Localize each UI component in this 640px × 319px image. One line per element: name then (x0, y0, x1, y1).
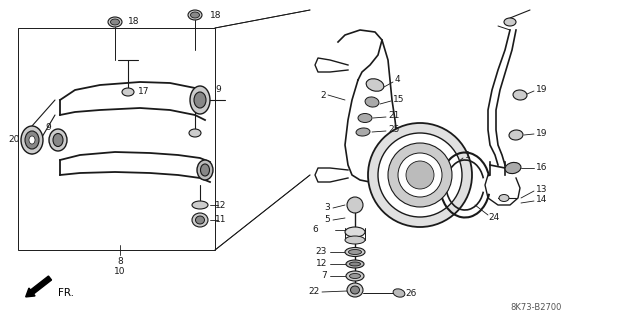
Circle shape (368, 123, 472, 227)
Text: 4: 4 (395, 76, 401, 85)
Text: 8: 8 (117, 257, 123, 266)
Text: 23: 23 (316, 248, 327, 256)
Text: 20: 20 (8, 136, 19, 145)
Ellipse shape (356, 128, 370, 136)
Ellipse shape (349, 262, 360, 266)
Ellipse shape (108, 17, 122, 27)
Text: 19: 19 (536, 85, 547, 94)
Ellipse shape (122, 88, 134, 96)
Text: 9: 9 (215, 85, 221, 94)
Ellipse shape (188, 10, 202, 20)
Text: 10: 10 (115, 268, 125, 277)
Ellipse shape (504, 18, 516, 26)
Ellipse shape (393, 289, 405, 297)
Text: 2: 2 (320, 91, 326, 100)
Ellipse shape (505, 162, 521, 174)
Ellipse shape (200, 164, 209, 176)
Text: 12: 12 (215, 201, 227, 210)
Ellipse shape (499, 195, 509, 202)
Text: 8K73-B2700: 8K73-B2700 (510, 303, 561, 313)
Text: 26: 26 (405, 288, 417, 298)
Text: 14: 14 (536, 196, 547, 204)
Text: 3: 3 (324, 204, 330, 212)
Ellipse shape (349, 273, 360, 278)
Text: FR.: FR. (58, 288, 74, 298)
Text: 5: 5 (324, 216, 330, 225)
Circle shape (347, 197, 363, 213)
Text: 13: 13 (536, 186, 547, 195)
Circle shape (406, 161, 434, 189)
Ellipse shape (351, 286, 360, 294)
Circle shape (398, 153, 442, 197)
Ellipse shape (25, 131, 39, 149)
Ellipse shape (111, 19, 120, 25)
Ellipse shape (509, 130, 523, 140)
Circle shape (378, 133, 462, 217)
Ellipse shape (345, 248, 365, 256)
Text: 1: 1 (465, 151, 471, 160)
Ellipse shape (53, 133, 63, 146)
Text: 15: 15 (393, 95, 404, 105)
Ellipse shape (192, 213, 208, 227)
Text: 9: 9 (45, 123, 51, 132)
Ellipse shape (21, 126, 43, 154)
Text: 7: 7 (321, 271, 327, 280)
Ellipse shape (197, 160, 213, 180)
Text: 16: 16 (536, 164, 547, 173)
Ellipse shape (365, 97, 379, 107)
Ellipse shape (192, 201, 208, 209)
Ellipse shape (195, 216, 205, 224)
FancyArrow shape (26, 276, 52, 297)
Circle shape (388, 143, 452, 207)
Ellipse shape (347, 283, 363, 297)
Ellipse shape (349, 249, 362, 255)
Text: 22: 22 (308, 287, 320, 296)
Text: 21: 21 (388, 112, 399, 121)
Text: 24: 24 (488, 213, 499, 222)
Text: 18: 18 (210, 11, 221, 19)
Ellipse shape (191, 12, 200, 18)
Text: 12: 12 (316, 259, 327, 269)
Text: 17: 17 (138, 87, 150, 97)
Ellipse shape (190, 86, 210, 114)
Ellipse shape (366, 79, 384, 91)
Ellipse shape (189, 129, 201, 137)
Ellipse shape (358, 114, 372, 122)
Ellipse shape (49, 129, 67, 151)
Bar (18, 28, 215, 250)
Ellipse shape (194, 92, 206, 108)
Ellipse shape (346, 271, 364, 281)
Text: 18: 18 (128, 18, 140, 26)
Text: 11: 11 (215, 216, 227, 225)
Ellipse shape (29, 136, 35, 144)
Text: 25: 25 (388, 125, 399, 135)
Ellipse shape (346, 260, 364, 268)
Text: 19: 19 (536, 129, 547, 137)
Ellipse shape (345, 227, 365, 237)
Ellipse shape (345, 236, 365, 244)
Ellipse shape (513, 90, 527, 100)
Text: 6: 6 (312, 226, 318, 234)
